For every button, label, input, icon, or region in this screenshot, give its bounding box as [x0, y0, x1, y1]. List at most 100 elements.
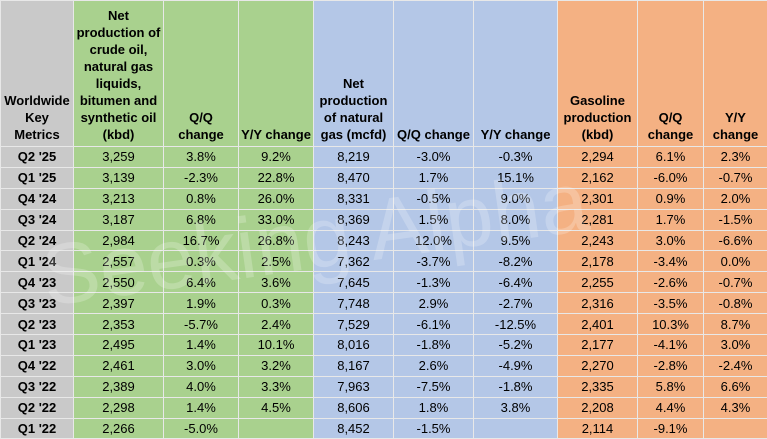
cell: 2,178	[558, 251, 638, 272]
cell: 2,495	[74, 335, 164, 356]
cell: -0.7%	[704, 272, 767, 293]
cell: -4.1%	[638, 335, 704, 356]
cell: -2.8%	[638, 355, 704, 376]
cell: 3,259	[74, 147, 164, 168]
cell: 2,177	[558, 335, 638, 356]
cell: 4.5%	[239, 397, 314, 418]
cell: -3.7%	[394, 251, 474, 272]
row-label: Q3 '24	[1, 209, 74, 230]
cell: -1.8%	[474, 376, 558, 397]
column-header: Gasoline production (kbd)	[558, 1, 638, 147]
column-header: Y/Y change	[704, 1, 767, 147]
cell: 1.4%	[164, 397, 239, 418]
row-label: Q3 '22	[1, 376, 74, 397]
cell: 1.9%	[164, 293, 239, 314]
row-label: Q2 '24	[1, 230, 74, 251]
cell: 2,557	[74, 251, 164, 272]
cell: 9.0%	[474, 188, 558, 209]
cell: 2,397	[74, 293, 164, 314]
cell: 1.7%	[638, 209, 704, 230]
cell: 2,162	[558, 167, 638, 188]
cell: 3,187	[74, 209, 164, 230]
cell: 9.5%	[474, 230, 558, 251]
cell: -12.5%	[474, 314, 558, 335]
cell: -0.8%	[704, 293, 767, 314]
cell: 15.1%	[474, 167, 558, 188]
cell: 8,243	[314, 230, 394, 251]
cell: -2.4%	[704, 355, 767, 376]
cell: -1.8%	[394, 335, 474, 356]
row-label: Q2 '23	[1, 314, 74, 335]
cell: 2.4%	[239, 314, 314, 335]
cell: 7,362	[314, 251, 394, 272]
cell: 2,270	[558, 355, 638, 376]
cell: 5.8%	[638, 376, 704, 397]
cell: 4.3%	[704, 397, 767, 418]
cell: 2,316	[558, 293, 638, 314]
cell: 8,167	[314, 355, 394, 376]
cell: -7.5%	[394, 376, 474, 397]
row-label: Q4 '24	[1, 188, 74, 209]
cell: 2.5%	[239, 251, 314, 272]
cell: -3.5%	[638, 293, 704, 314]
cell: 2,984	[74, 230, 164, 251]
column-header: Q/Q change	[394, 1, 474, 147]
column-header: Y/Y change	[239, 1, 314, 147]
cell: 1.8%	[394, 397, 474, 418]
cell: 1.4%	[164, 335, 239, 356]
cell: 8.7%	[704, 314, 767, 335]
cell: 2.9%	[394, 293, 474, 314]
cell: -4.9%	[474, 355, 558, 376]
cell: 3,139	[74, 167, 164, 188]
cell: 0.8%	[164, 188, 239, 209]
cell: 0.3%	[164, 251, 239, 272]
cell: 2,298	[74, 397, 164, 418]
row-label: Q4 '22	[1, 355, 74, 376]
cell: -6.1%	[394, 314, 474, 335]
cell: 6.1%	[638, 147, 704, 168]
cell: 7,963	[314, 376, 394, 397]
cell: 8,219	[314, 147, 394, 168]
cell: 26.8%	[239, 230, 314, 251]
cell: 2,294	[558, 147, 638, 168]
cell: 10.3%	[638, 314, 704, 335]
cell: 6.4%	[164, 272, 239, 293]
cell: 8,016	[314, 335, 394, 356]
row-label: Q4 '23	[1, 272, 74, 293]
cell: 3.2%	[239, 355, 314, 376]
row-label: Q2 '22	[1, 397, 74, 418]
cell: 7,529	[314, 314, 394, 335]
cell: 4.0%	[164, 376, 239, 397]
cell: 8.0%	[474, 209, 558, 230]
cell: 2,353	[74, 314, 164, 335]
cell: 10.1%	[239, 335, 314, 356]
column-header: Net production of natural gas (mcfd)	[314, 1, 394, 147]
cell: 2,401	[558, 314, 638, 335]
cell: 3.8%	[164, 147, 239, 168]
cell: 0.0%	[704, 251, 767, 272]
row-label: Q1 '24	[1, 251, 74, 272]
cell: 7,645	[314, 272, 394, 293]
cell: 2,208	[558, 397, 638, 418]
cell: 6.6%	[704, 376, 767, 397]
cell: 1.7%	[394, 167, 474, 188]
cell: 2,301	[558, 188, 638, 209]
cell: -8.2%	[474, 251, 558, 272]
row-label: Q1 '25	[1, 167, 74, 188]
cell: 4.4%	[638, 397, 704, 418]
cell: -6.0%	[638, 167, 704, 188]
cell: 3.3%	[239, 376, 314, 397]
cell: 2,243	[558, 230, 638, 251]
cell: 1.5%	[394, 209, 474, 230]
